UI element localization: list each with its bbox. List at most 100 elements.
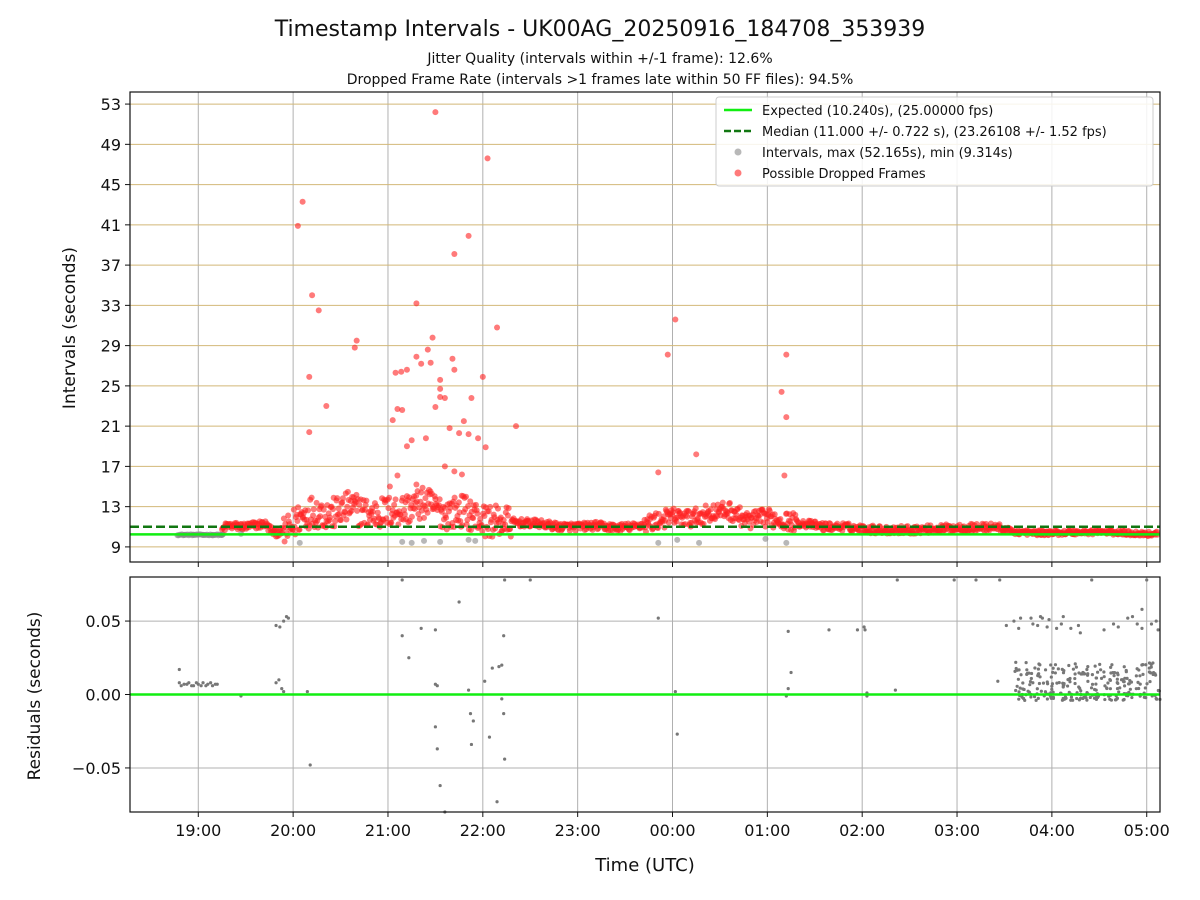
residual-point xyxy=(1078,686,1082,690)
residual-point xyxy=(1074,665,1078,669)
residual-point xyxy=(1032,695,1037,699)
dropped-frame-point xyxy=(693,451,700,458)
residual-point xyxy=(407,656,411,660)
residual-point xyxy=(1134,674,1138,678)
dropped-frame-point xyxy=(437,376,444,383)
residual-point xyxy=(468,711,473,716)
residual-point xyxy=(308,763,312,767)
top-y-tick-label: 37 xyxy=(101,256,121,275)
residual-point xyxy=(1142,695,1146,699)
residual-point xyxy=(1099,676,1104,680)
x-tick-label: 04:00 xyxy=(1029,821,1075,840)
bottom-y-tick-label: 0.05 xyxy=(85,612,121,631)
residual-point xyxy=(1086,679,1090,683)
dropped-frame-point xyxy=(419,484,426,491)
residual-point xyxy=(1015,684,1019,688)
residual-point xyxy=(1028,683,1032,687)
residual-point xyxy=(1147,670,1151,674)
residual-point xyxy=(1156,628,1160,632)
residual-point xyxy=(280,687,284,691)
dropped-frame-point xyxy=(441,463,448,470)
bottom-y-tick-label: −0.05 xyxy=(72,759,121,778)
dropped-frame-point xyxy=(465,431,472,438)
dropped-frame-point xyxy=(418,489,425,496)
dropped-frame-point xyxy=(389,417,396,424)
top-y-tick-label: 41 xyxy=(101,216,121,235)
dropped-frame-point xyxy=(351,344,358,351)
x-tick-label: 23:00 xyxy=(555,821,601,840)
dropped-frame-point xyxy=(317,513,324,520)
residual-point xyxy=(1051,666,1055,670)
dropped-frame-point xyxy=(424,509,431,516)
dropped-frame-point xyxy=(450,523,457,530)
legend-box xyxy=(715,96,1154,187)
residual-point xyxy=(502,634,506,638)
residual-point xyxy=(1036,696,1040,700)
residual-point xyxy=(1088,695,1092,700)
interval-point xyxy=(421,537,428,544)
residual-point xyxy=(1049,663,1053,667)
dropped-frame-point xyxy=(386,483,393,490)
dropped-frame-point xyxy=(451,251,458,258)
top-y-tick-label: 9 xyxy=(111,538,121,557)
dropped-frame-point xyxy=(323,403,330,410)
residual-point xyxy=(1045,697,1049,701)
dropped-frame-point xyxy=(702,502,709,509)
chart-subtitle-dropped: Dropped Frame Rate (intervals >1 frames … xyxy=(347,72,854,88)
dropped-frame-point xyxy=(504,512,511,519)
residual-point xyxy=(1043,668,1048,672)
residual-point xyxy=(1154,619,1158,623)
residual-point xyxy=(1138,682,1142,686)
residual-point xyxy=(503,578,507,582)
dropped-frame-point xyxy=(392,369,399,376)
x-tick-label: 00:00 xyxy=(649,821,695,840)
residual-point xyxy=(1083,672,1087,676)
residual-point xyxy=(1069,626,1073,631)
dropped-frame-point xyxy=(285,512,292,519)
dropped-frame-point xyxy=(783,351,790,358)
dropped-frame-point xyxy=(391,501,398,508)
residual-point xyxy=(1153,672,1157,676)
dropped-frame-point xyxy=(327,514,334,521)
residual-point xyxy=(1014,688,1018,693)
residual-point xyxy=(1109,665,1113,669)
residual-point xyxy=(194,681,198,685)
residual-point xyxy=(1049,675,1053,679)
x-tick-label: 21:00 xyxy=(365,821,411,840)
residual-point xyxy=(1098,662,1102,666)
residual-point xyxy=(1108,687,1112,691)
residual-point xyxy=(1018,686,1022,690)
dropped-frame-point xyxy=(306,429,313,436)
residual-point xyxy=(204,684,208,688)
legend-label: Intervals, max (52.165s), min (9.314s) xyxy=(762,146,1013,161)
dropped-frame-point xyxy=(467,526,474,533)
residual-point xyxy=(466,688,471,692)
dropped-frame-point xyxy=(494,324,501,331)
residual-point xyxy=(1140,626,1144,631)
interval-point xyxy=(762,535,769,542)
dropped-frame-point xyxy=(468,394,475,401)
interval-point xyxy=(399,538,406,545)
bottom-y-axis-label: Residuals (seconds) xyxy=(25,612,45,781)
dropped-frame-point xyxy=(762,523,769,530)
bottom-panel-frame xyxy=(129,576,1161,813)
residual-point xyxy=(1124,670,1128,674)
residual-point xyxy=(1138,674,1142,678)
residual-point xyxy=(1126,616,1130,620)
top-y-tick-label: 29 xyxy=(101,337,121,356)
residual-point xyxy=(210,684,215,688)
dropped-frame-point xyxy=(344,503,351,510)
dropped-frame-point xyxy=(413,300,420,307)
x-axis-label: Time (UTC) xyxy=(594,855,695,876)
residual-point xyxy=(786,687,790,691)
dropped-frame-point xyxy=(455,499,462,506)
residual-point xyxy=(1099,668,1103,672)
residual-point xyxy=(1051,690,1055,694)
residual-point xyxy=(1118,686,1122,690)
residual-point xyxy=(952,578,956,582)
dropped-frame-point xyxy=(655,469,662,476)
residual-point xyxy=(1040,616,1044,620)
residual-point xyxy=(1013,669,1017,673)
residual-point xyxy=(457,600,461,604)
dropped-frame-point xyxy=(432,496,439,503)
